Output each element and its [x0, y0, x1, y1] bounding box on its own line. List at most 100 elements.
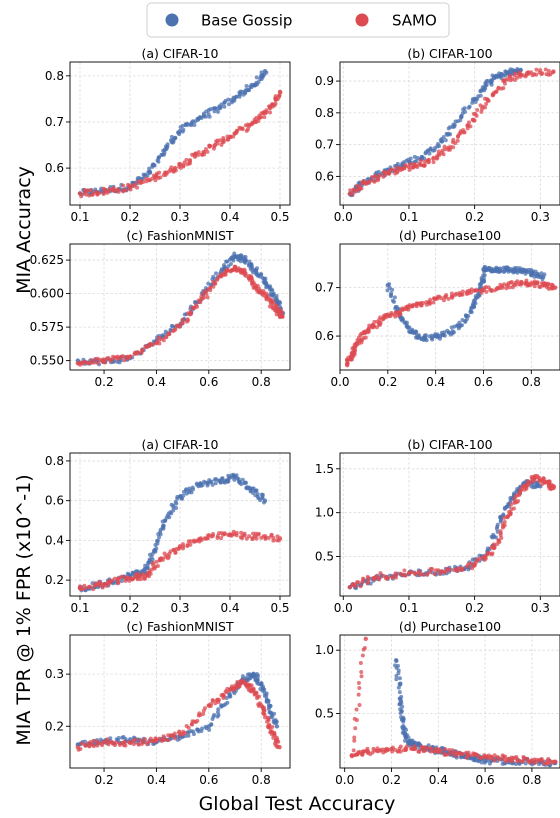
data-point-samo	[219, 536, 224, 541]
data-point-samo	[417, 161, 422, 166]
y-tick-label: 0.7	[315, 138, 334, 152]
panel-title: (a) CIFAR-10	[142, 437, 219, 452]
data-point-base-gossip	[220, 476, 225, 481]
panel-title: (a) CIFAR-10	[142, 46, 219, 61]
data-point-samo	[351, 748, 356, 753]
data-point-base-gossip	[171, 503, 176, 508]
data-point-base-gossip	[267, 705, 272, 710]
data-point-base-gossip	[143, 172, 148, 177]
data-point-samo	[154, 340, 159, 346]
data-point-base-gossip	[471, 757, 476, 762]
data-point-samo	[244, 274, 249, 279]
data-point-samo	[553, 285, 558, 290]
data-point-samo	[277, 536, 283, 541]
data-point-samo	[462, 130, 467, 135]
data-point-base-gossip	[404, 320, 409, 325]
data-point-base-gossip	[390, 287, 395, 292]
data-point-base-gossip	[254, 75, 259, 80]
data-point-samo	[185, 317, 190, 322]
data-point-samo	[483, 554, 488, 559]
data-point-samo	[263, 715, 268, 720]
data-point-base-gossip	[493, 535, 498, 540]
data-point-samo	[256, 119, 261, 124]
data-point-base-gossip	[414, 159, 419, 164]
panel-title: (d) Purchase100	[399, 619, 501, 634]
data-point-samo	[98, 357, 103, 362]
x-tick-label: 0.1	[70, 601, 89, 615]
data-point-samo	[105, 190, 110, 195]
data-point-base-gossip	[262, 498, 268, 503]
data-point-base-gossip	[216, 707, 221, 712]
scatter-points	[75, 671, 282, 752]
y-tick-label: 0.8	[315, 106, 334, 120]
data-point-base-gossip	[447, 330, 452, 335]
data-point-samo	[358, 186, 363, 191]
data-point-base-gossip	[263, 276, 268, 281]
data-point-base-gossip	[393, 306, 398, 311]
scatter-points	[77, 69, 283, 199]
data-point-samo	[161, 338, 166, 343]
data-point-samo	[484, 101, 489, 106]
data-point-base-gossip	[483, 86, 488, 91]
data-point-samo	[492, 753, 497, 758]
data-point-samo	[173, 736, 178, 741]
data-point-samo	[239, 680, 244, 685]
panel-tpr-cifar100: 0.0 0.1 0.2 0.3 0.5 1.0 1.5 (b) CIFAR-100	[315, 437, 560, 615]
data-point-samo	[225, 267, 230, 272]
data-point-samo	[453, 292, 458, 297]
data-point-base-gossip	[517, 266, 522, 271]
data-point-samo	[469, 290, 474, 295]
data-point-samo	[160, 557, 165, 562]
data-point-base-gossip	[137, 175, 142, 180]
data-point-base-gossip	[165, 142, 170, 147]
data-point-samo	[539, 72, 544, 77]
data-point-samo	[353, 584, 358, 589]
data-point-samo	[422, 745, 427, 750]
data-point-base-gossip	[244, 84, 249, 89]
data-point-base-gossip	[485, 78, 490, 83]
data-point-samo	[224, 690, 229, 695]
data-point-samo	[347, 585, 353, 590]
y-tick-label: 0.5	[315, 550, 334, 564]
data-point-samo	[264, 108, 269, 113]
data-point-samo	[131, 742, 136, 747]
x-tick-label: 0.8	[522, 375, 541, 389]
data-point-base-gossip	[255, 82, 260, 87]
data-point-samo	[519, 279, 524, 284]
data-point-samo	[271, 535, 276, 540]
data-point-base-gossip	[201, 113, 206, 118]
data-point-samo	[416, 749, 421, 754]
data-point-samo	[277, 89, 283, 95]
data-point-samo	[265, 719, 270, 724]
data-point-base-gossip	[155, 539, 160, 544]
data-point-base-gossip	[498, 266, 503, 271]
data-point-samo	[151, 560, 156, 565]
data-point-samo	[414, 304, 419, 309]
data-point-samo	[494, 89, 499, 94]
data-point-samo	[474, 113, 479, 118]
data-point-base-gossip	[409, 330, 414, 335]
x-tick-label: 0.1	[70, 210, 89, 224]
data-point-base-gossip	[506, 266, 511, 271]
panel-tpr-purchase100: 0.0 0.2 0.4 0.6 0.8 0.5 1.0 (d) Purchase100	[315, 619, 560, 787]
data-point-base-gossip	[396, 685, 401, 690]
data-point-samo	[145, 344, 150, 349]
data-point-samo	[111, 185, 116, 190]
data-point-base-gossip	[149, 555, 154, 560]
data-point-samo	[254, 536, 259, 541]
data-point-samo	[89, 358, 94, 363]
data-point-samo	[539, 758, 544, 763]
data-point-base-gossip	[232, 477, 237, 482]
y-tick-label: 0.575	[30, 320, 64, 334]
data-point-samo	[180, 320, 185, 326]
data-point-base-gossip	[458, 323, 463, 328]
data-point-samo	[135, 577, 140, 582]
data-point-samo	[360, 653, 365, 658]
data-point-samo	[78, 746, 83, 751]
data-point-base-gossip	[452, 324, 457, 329]
data-point-base-gossip	[441, 135, 446, 140]
data-point-base-gossip	[174, 505, 179, 510]
data-point-samo	[133, 737, 138, 742]
data-point-samo	[273, 101, 278, 106]
data-point-samo	[419, 158, 424, 163]
